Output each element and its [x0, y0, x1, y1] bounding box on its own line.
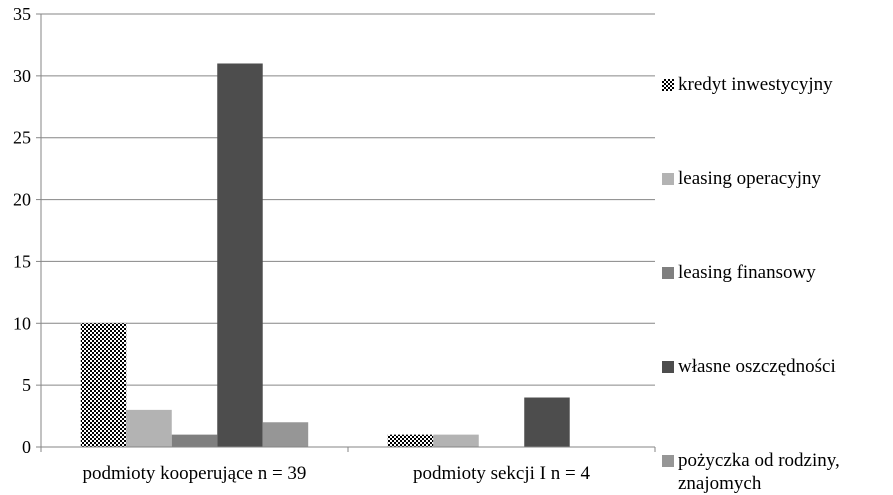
legend-item: leasing operacyjny	[662, 167, 821, 190]
bar	[433, 434, 479, 447]
legend-item: leasing finansowy	[662, 261, 816, 284]
y-tick-label: 10	[13, 313, 31, 333]
legend-swatch	[662, 173, 674, 185]
legend-item: pożyczka od rodziny, znajomych	[662, 449, 840, 495]
legend-label: leasing finansowy	[678, 262, 816, 283]
legend-label: leasing operacyjny	[678, 168, 821, 189]
legend-swatch	[662, 361, 674, 373]
y-tick-label: 25	[13, 128, 31, 148]
bar	[171, 434, 218, 447]
y-tick-label: 20	[13, 190, 31, 210]
y-tick-label: 30	[13, 66, 31, 86]
bar	[262, 422, 309, 447]
x-category-label: podmioty kooperujące n = 39	[83, 463, 307, 484]
gridlines	[41, 13, 655, 386]
y-tick-label: 35	[13, 4, 31, 24]
legend-label: kredyt inwestycyjny	[678, 74, 833, 95]
y-tick-label: 0	[22, 437, 31, 457]
bar	[524, 397, 570, 447]
legend-label: własne oszczędności	[678, 356, 836, 377]
legend-item: kredyt inwestycyjny	[662, 73, 833, 96]
bar	[126, 409, 172, 447]
y-tick-label: 15	[13, 251, 31, 271]
x-category-label: podmioty sekcji I n = 4	[413, 463, 590, 484]
y-axis: 0 5 10 15 20 25 30 35	[13, 4, 41, 457]
y-tick-label: 5	[22, 375, 31, 395]
legend-swatch	[662, 267, 674, 279]
x-axis: podmioty kooperujące n = 39 podmioty sekc…	[40, 447, 656, 484]
bars	[80, 63, 570, 447]
legend-swatch	[662, 455, 674, 467]
bar	[387, 434, 434, 447]
legend-label: pożyczka od rodziny, znajomych	[678, 450, 840, 494]
bar	[217, 63, 263, 447]
legend-swatch	[662, 79, 674, 91]
legend-item: własne oszczędności	[662, 355, 836, 378]
bar	[80, 323, 127, 447]
